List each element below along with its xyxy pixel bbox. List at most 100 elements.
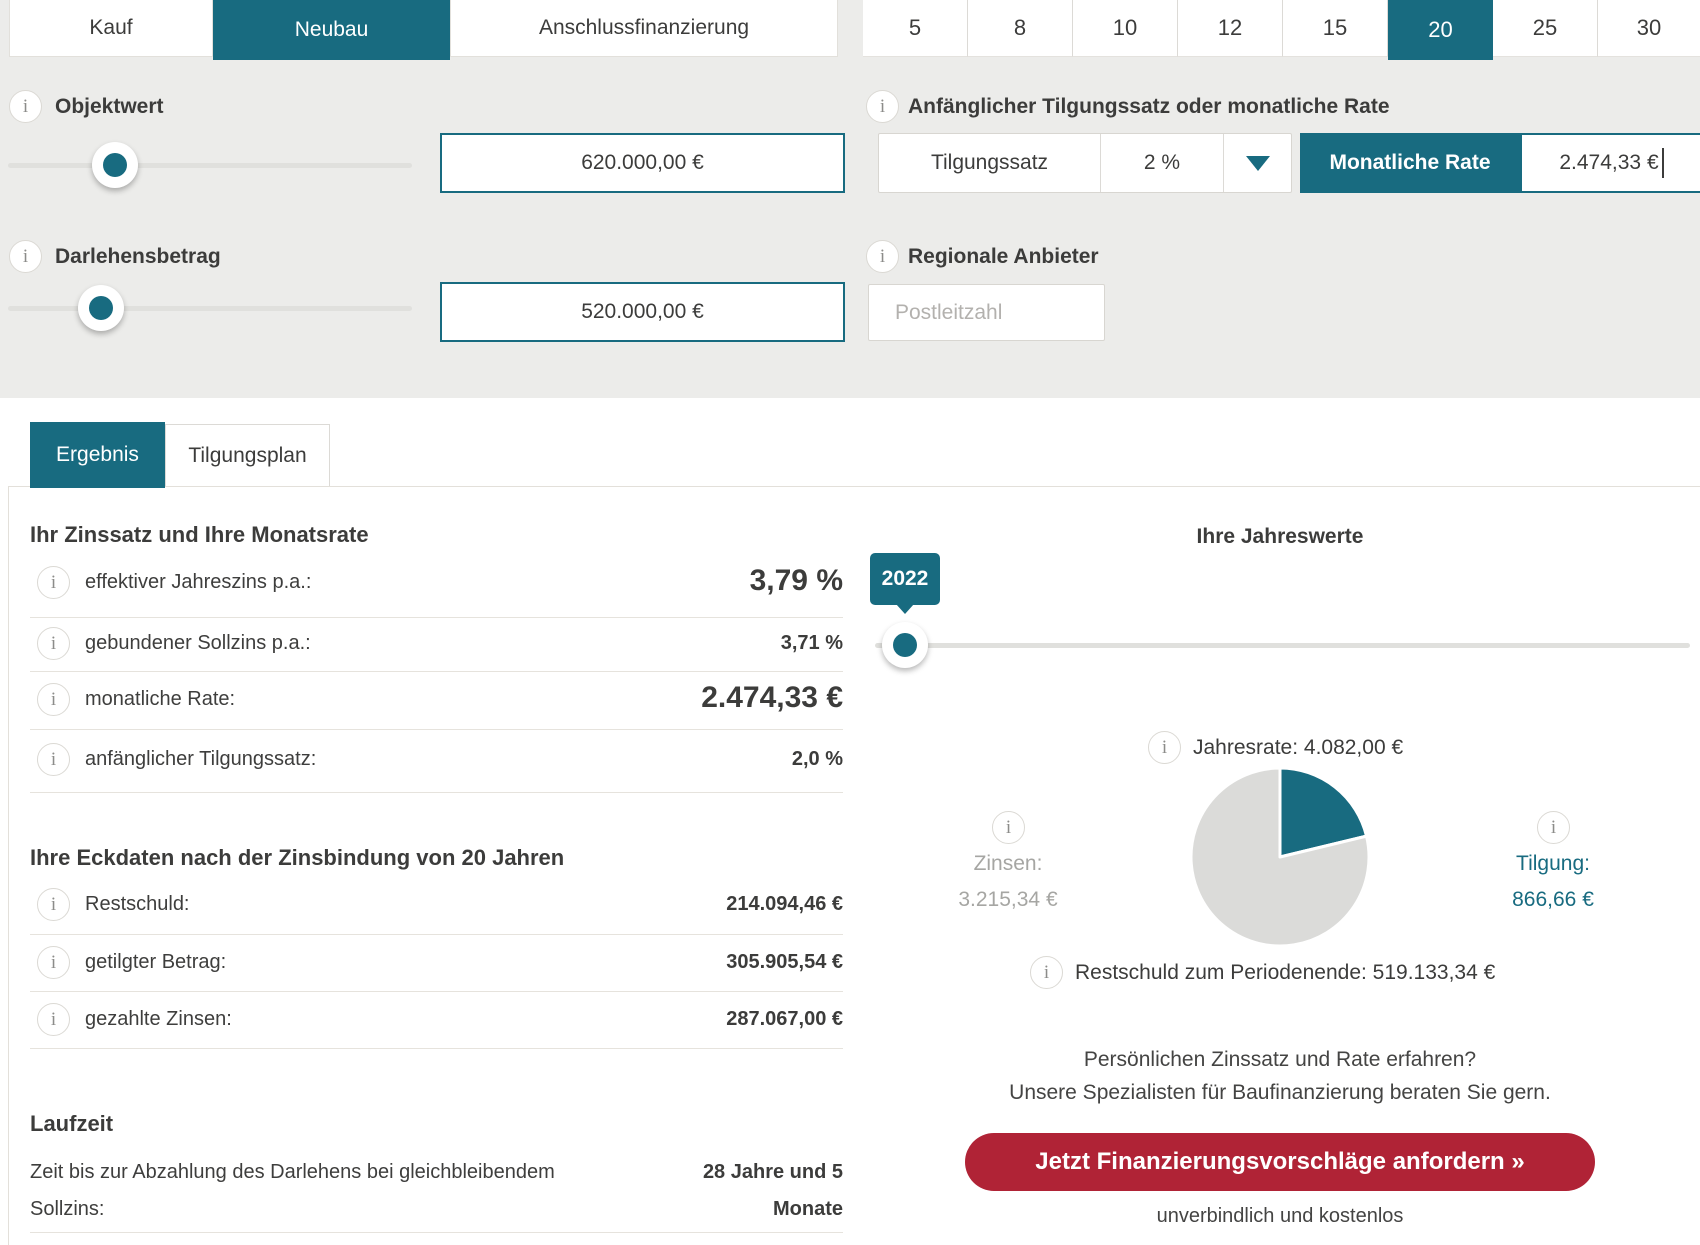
year-slider-tooltip: 2022 — [870, 553, 940, 605]
info-icon[interactable]: i — [866, 90, 899, 123]
row-value: 214.094,46 € — [726, 893, 843, 915]
row-label: Restschuld: — [85, 893, 190, 915]
tab-ergebnis[interactable]: Ergebnis — [30, 422, 165, 488]
monatliche-rate-input[interactable]: 2.474,33 € — [1520, 133, 1700, 193]
jahreswerte-pie-chart — [1189, 766, 1371, 948]
tilgungssatz-dropdown-button[interactable] — [1224, 134, 1291, 192]
row-value: 3,79 % — [749, 564, 843, 597]
year-option-15[interactable]: 15 — [1283, 0, 1388, 57]
tilgung-label: Tilgung: — [1516, 852, 1590, 875]
year-option-12[interactable]: 12 — [1178, 0, 1283, 57]
chevron-down-icon — [1245, 155, 1270, 171]
objektwert-value: 620.000,00 € — [581, 151, 704, 174]
info-icon[interactable]: i — [1030, 956, 1063, 989]
tab-neubau[interactable]: Neubau — [213, 0, 450, 60]
row-label: Zeit bis zur Abzahlung des Darlehens bei… — [30, 1161, 555, 1220]
tilgungssatz-group: Tilgungssatz 2 % — [878, 133, 1292, 193]
darlehensbetrag-slider-handle[interactable] — [78, 285, 124, 331]
info-icon[interactable]: i — [37, 566, 70, 599]
result-row: i effektiver Jahreszins p.a.: 3,79 % — [30, 549, 843, 618]
result-row: Zeit bis zur Abzahlung des Darlehens bei… — [30, 1140, 843, 1233]
results-panel — [8, 486, 1700, 1245]
objektwert-input[interactable]: 620.000,00 € — [440, 133, 845, 193]
info-icon[interactable]: i — [37, 946, 70, 979]
darlehensbetrag-value: 520.000,00 € — [581, 300, 704, 323]
monatliche-rate-mode-button[interactable]: Monatliche Rate — [1300, 133, 1520, 193]
row-label: anfänglicher Tilgungssatz: — [85, 748, 317, 770]
row-value: 28 Jahre und 5 Monate — [702, 1161, 843, 1220]
zinssatz-section-title: Ihr Zinssatz und Ihre Monatsrate — [30, 522, 369, 547]
regionale-anbieter-label: Regionale Anbieter — [908, 245, 1099, 268]
result-row: i anfänglicher Tilgungssatz: 2,0 % — [30, 729, 843, 793]
jahreswerte-title: Ihre Jahreswerte — [1196, 525, 1364, 548]
postleitzahl-input[interactable]: Postleitzahl — [868, 284, 1105, 341]
info-icon[interactable]: i — [37, 683, 70, 716]
info-icon[interactable]: i — [37, 888, 70, 921]
info-icon[interactable]: i — [9, 240, 42, 273]
cta-info-line: Unsere Spezialisten für Baufinanzierung … — [1009, 1081, 1551, 1104]
row-label: effektiver Jahreszins p.a.: — [85, 571, 312, 593]
row-value: 3,71 % — [780, 632, 843, 654]
finanzierungsvorschlaege-button[interactable]: Jetzt Finanzierungsvorschläge anfordern … — [965, 1133, 1595, 1191]
info-icon[interactable]: i — [37, 1003, 70, 1036]
year-option-8[interactable]: 8 — [968, 0, 1073, 57]
objektwert-slider-track[interactable] — [8, 163, 412, 168]
result-row: i getilgter Betrag: 305.905,54 € — [30, 934, 843, 992]
info-icon[interactable]: i — [37, 627, 70, 660]
result-row: i gezahlte Zinsen: 287.067,00 € — [30, 991, 843, 1049]
zinsen-value: 3.215,34 € — [958, 888, 1058, 911]
row-label: monatliche Rate: — [85, 688, 236, 710]
year-option-10[interactable]: 10 — [1073, 0, 1178, 57]
purpose-tabs: Kauf Neubau Anschlussfinanzierung — [9, 0, 838, 60]
row-label: gebundener Sollzins p.a.: — [85, 632, 311, 654]
year-slider-handle[interactable] — [882, 622, 928, 668]
info-icon[interactable]: i — [37, 743, 70, 776]
objektwert-label: Objektwert — [55, 95, 164, 118]
restschuld-periodenende-label: Restschuld zum Periodenende: 519.133,34 … — [1075, 961, 1496, 984]
info-icon[interactable]: i — [992, 811, 1025, 844]
pie-slice-tilgung — [1278, 766, 1369, 859]
row-label: gezahlte Zinsen: — [85, 1008, 232, 1030]
config-section: Kauf Neubau Anschlussfinanzierung 5 8 10… — [0, 0, 1700, 398]
darlehensbetrag-slider-track[interactable] — [8, 306, 412, 311]
zinsbindung-year-options: 5 8 10 12 15 20 25 30 — [863, 0, 1700, 60]
row-value: 305.905,54 € — [726, 951, 843, 973]
tilgung-label: Anfänglicher Tilgungssatz oder monatlich… — [908, 95, 1390, 118]
info-icon[interactable]: i — [866, 240, 899, 273]
separator — [1100, 134, 1101, 192]
info-icon[interactable]: i — [9, 90, 42, 123]
cta-subtext: unverbindlich und kostenlos — [1156, 1205, 1404, 1227]
tab-anschlussfinanzierung[interactable]: Anschlussfinanzierung — [450, 0, 838, 57]
objektwert-slider-handle[interactable] — [92, 142, 138, 188]
darlehensbetrag-label: Darlehensbetrag — [55, 245, 221, 268]
result-row: i monatliche Rate: 2.474,33 € — [30, 671, 843, 730]
result-row: i Restschuld: 214.094,46 € — [30, 876, 843, 935]
tilgung-value: 866,66 € — [1512, 888, 1594, 911]
text-cursor — [1661, 148, 1664, 178]
year-option-20[interactable]: 20 — [1388, 0, 1493, 60]
pie-slice-zinsen — [1189, 766, 1371, 948]
tilgungssatz-value-select[interactable]: 2 % — [1143, 151, 1181, 174]
darlehensbetrag-input[interactable]: 520.000,00 € — [440, 282, 845, 342]
row-value: 2.474,33 € — [701, 681, 843, 714]
info-icon[interactable]: i — [1537, 811, 1570, 844]
tab-kauf[interactable]: Kauf — [9, 0, 213, 57]
row-label: getilgter Betrag: — [85, 951, 227, 973]
tab-tilgungsplan[interactable]: Tilgungsplan — [165, 424, 330, 486]
year-option-30[interactable]: 30 — [1598, 0, 1700, 57]
info-icon[interactable]: i — [1148, 731, 1181, 764]
cta-question-line: Persönlichen Zinssatz und Rate erfahren? — [1083, 1048, 1477, 1071]
year-option-5[interactable]: 5 — [863, 0, 968, 57]
result-row: i gebundener Sollzins p.a.: 3,71 % — [30, 617, 843, 672]
zinsen-label: Zinsen: — [973, 852, 1043, 875]
postleitzahl-placeholder: Postleitzahl — [895, 300, 1003, 324]
eckdaten-section-title: Ihre Eckdaten nach der Zinsbindung von 2… — [30, 845, 565, 870]
tilgungssatz-mode-button[interactable]: Tilgungssatz — [930, 151, 1049, 174]
row-value: 287.067,00 € — [726, 1008, 843, 1030]
monatliche-rate-value: 2.474,33 € — [1559, 151, 1659, 174]
year-option-25[interactable]: 25 — [1493, 0, 1598, 57]
laufzeit-section-title: Laufzeit — [30, 1111, 114, 1136]
jahresrate-label: Jahresrate: 4.082,00 € — [1193, 736, 1404, 759]
year-slider-track[interactable] — [875, 643, 1690, 648]
